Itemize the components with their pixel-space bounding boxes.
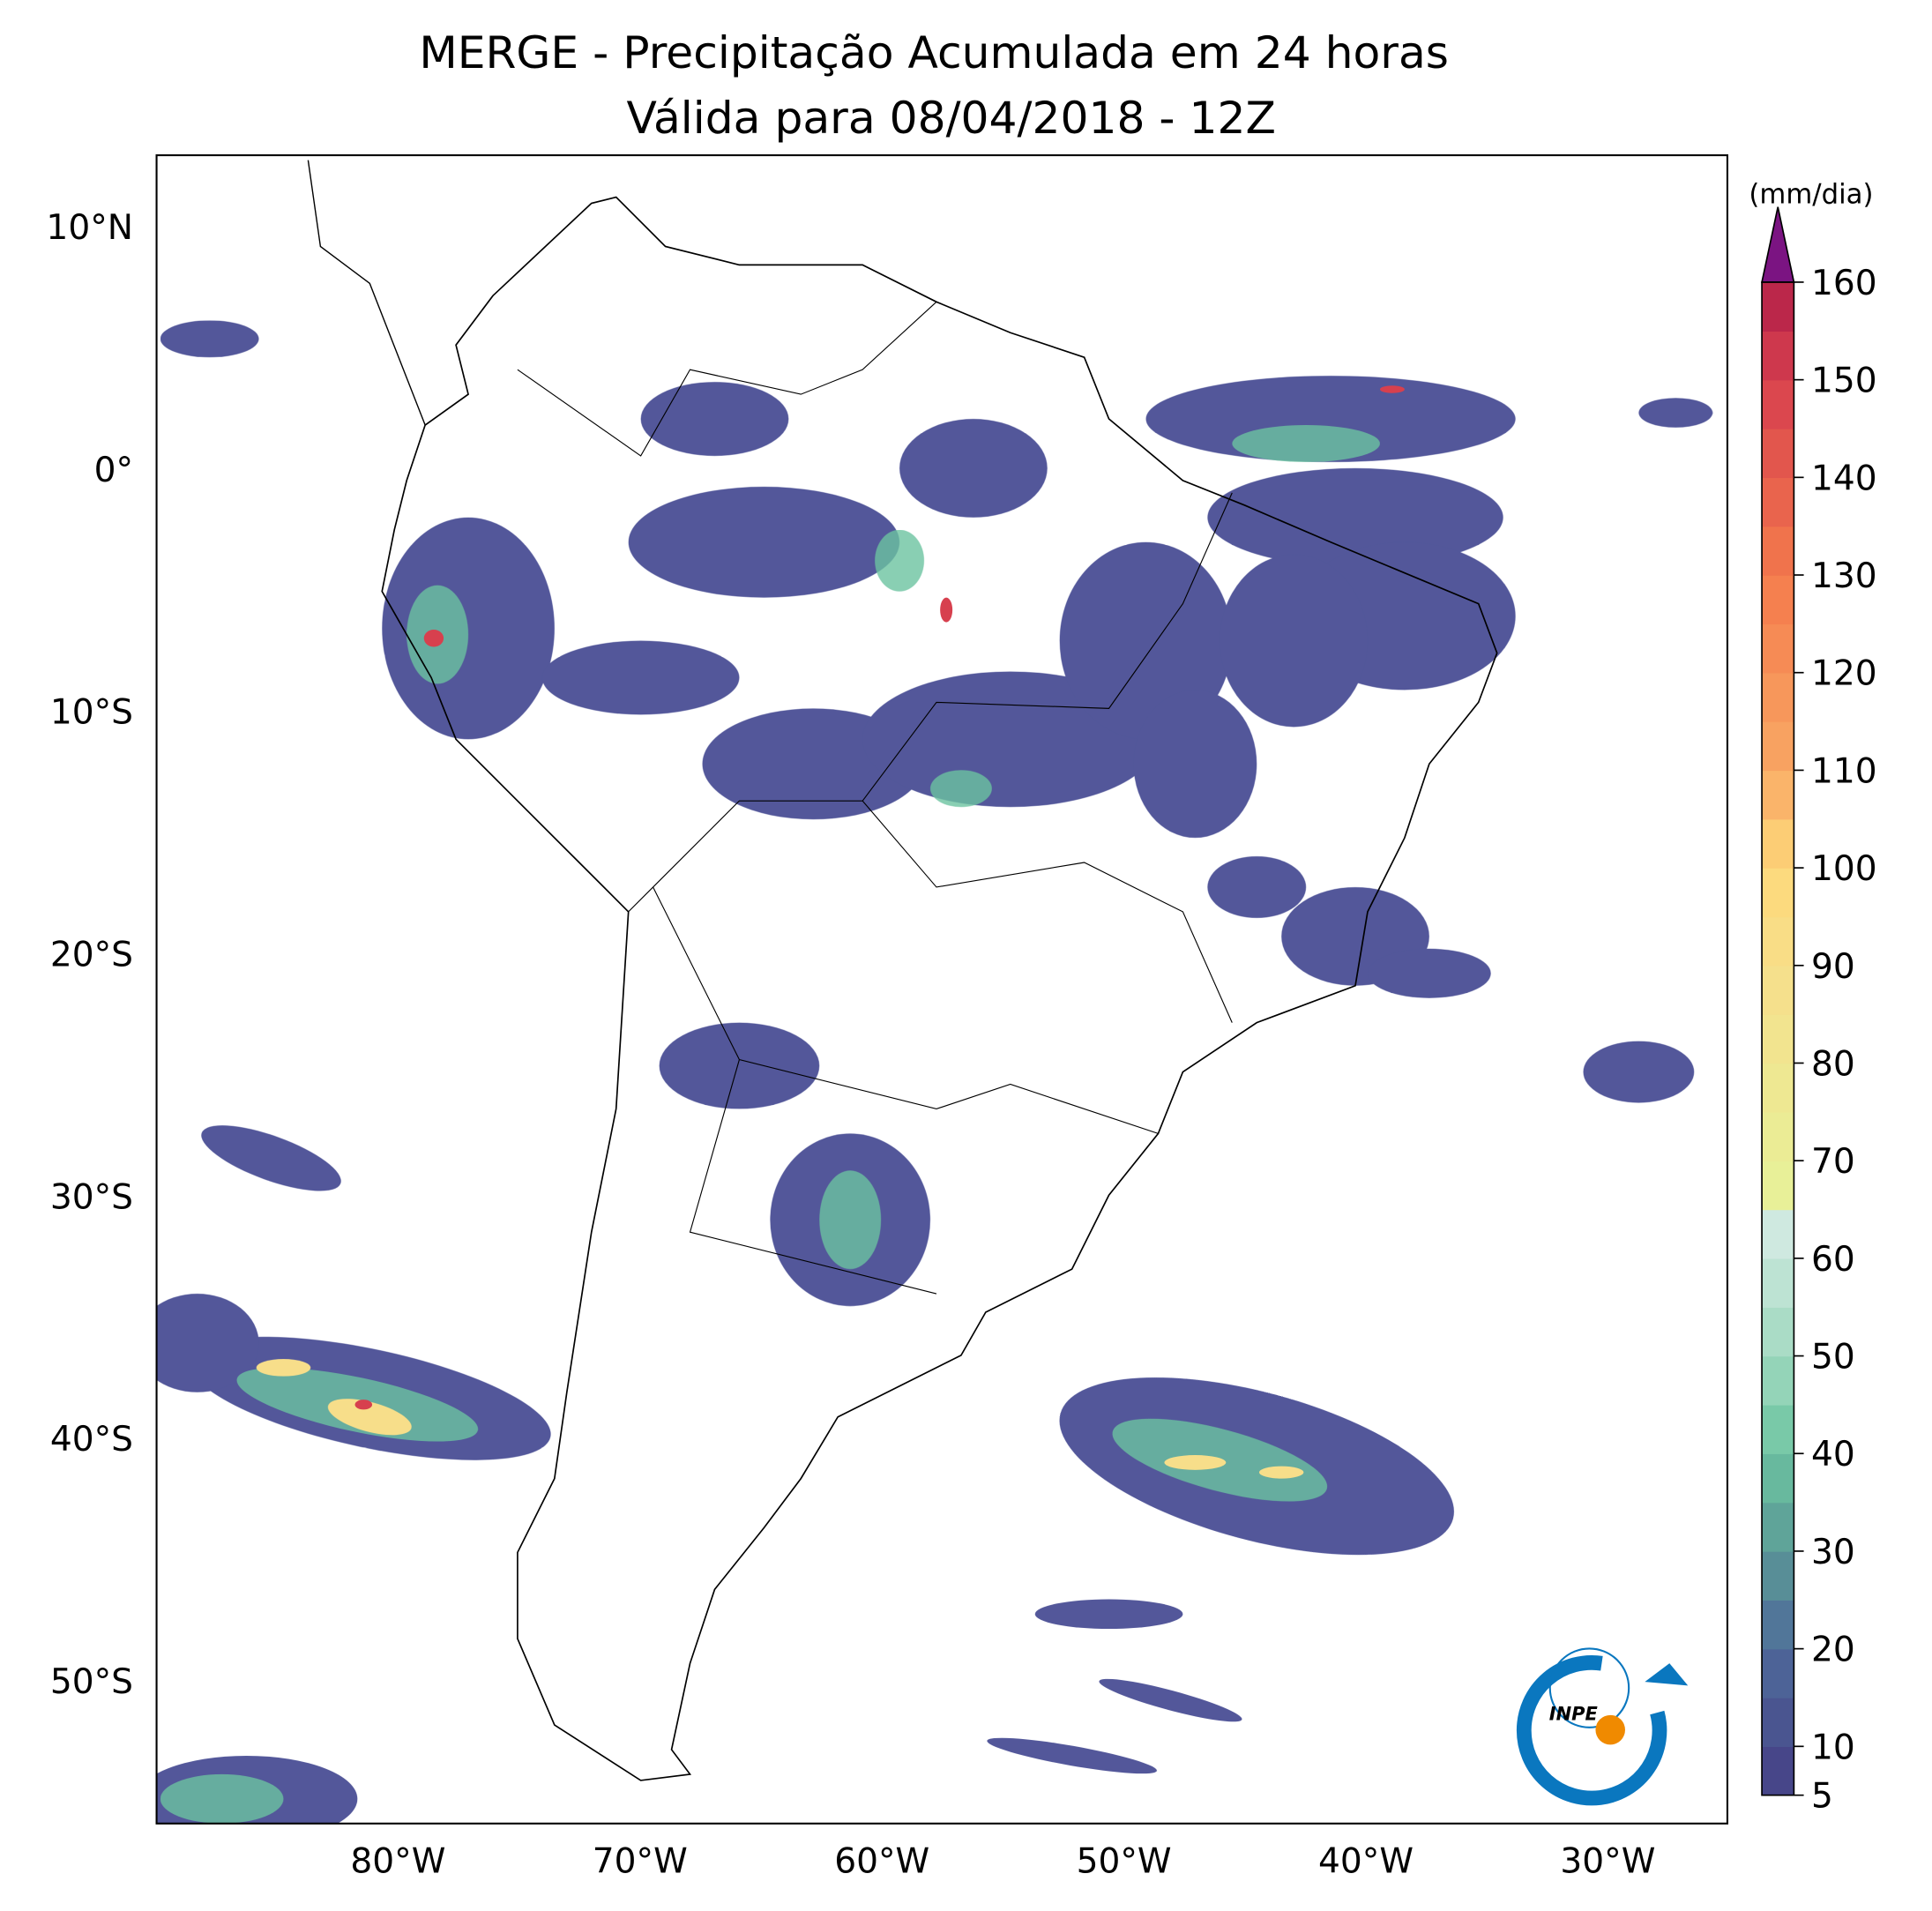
lon-label: 70°W (593, 1842, 688, 1882)
colorbar-band (1762, 965, 1794, 1015)
colorbar-unit: (mm/dia) (1749, 179, 1873, 211)
colorbar-band (1762, 1600, 1794, 1650)
colorbar-tick-label: 30 (1811, 1533, 1855, 1572)
precipitation-field (156, 320, 1713, 1824)
lon-label: 80°W (350, 1842, 445, 1882)
colorbar-band (1762, 575, 1794, 625)
colorbar-band (1762, 1648, 1794, 1698)
colorbar-band (1762, 1550, 1794, 1601)
colorbar-band (1762, 1307, 1794, 1357)
colorbar-tick-label: 50 (1811, 1338, 1855, 1377)
lat-axis: 10°N 0° 10°S 20°S 30°S 40°S 50°S (46, 208, 133, 1702)
colorbar-tick-label: 130 (1811, 556, 1877, 596)
colorbar: (mm/dia) 5 10 20 30 40 50 60 70 80 90 100 110 120 130… (1749, 179, 1876, 1817)
colorbar-band (1762, 1502, 1794, 1552)
lon-label: 50°W (1077, 1842, 1172, 1882)
logo: INPE (1516, 1647, 1689, 1806)
colorbar-band (1762, 331, 1794, 381)
colorbar-band (1762, 1404, 1794, 1454)
colorbar-band (1762, 379, 1794, 429)
colorbar-frame (1761, 281, 1795, 1796)
colorbar-tick-label: 5 (1811, 1777, 1833, 1817)
colorbar-band (1762, 477, 1794, 527)
colorbar-band (1762, 526, 1794, 576)
colorbar-band (1762, 818, 1794, 869)
colorbar-band (1762, 623, 1794, 674)
colorbar-tick-label: 80 (1811, 1044, 1855, 1084)
colorbar-band (1762, 1355, 1794, 1406)
colorbar-band (1762, 1209, 1794, 1259)
colorbar-extension (1761, 206, 1795, 283)
colorbar-tick-label: 150 (1811, 362, 1877, 401)
colorbar-band (1762, 428, 1794, 479)
colorbar-tick-label: 40 (1811, 1435, 1855, 1474)
colorbar-tick-label: 100 (1811, 849, 1877, 889)
lon-axis: 80°W 70°W 60°W 50°W 40°W 30°W (350, 1842, 1655, 1882)
colorbar-band (1762, 916, 1794, 967)
coastline (307, 160, 1498, 1781)
map-frame (155, 153, 1728, 1825)
lon-label: 40°W (1318, 1842, 1414, 1882)
colorbar-band (1762, 281, 1794, 332)
colorbar-tick-label: 110 (1811, 751, 1877, 791)
lat-label: 50°S (50, 1662, 133, 1702)
colorbar-band (1762, 1063, 1794, 1113)
colorbar-band (1762, 1697, 1794, 1748)
lon-label: 60°W (834, 1842, 929, 1882)
lat-label: 30°S (50, 1177, 133, 1217)
colorbar-band (1762, 1161, 1794, 1211)
colorbar-band (1762, 1453, 1794, 1504)
colorbar-tick-label: 60 (1811, 1240, 1855, 1280)
lat-label: 0° (94, 451, 133, 490)
lat-label: 40°S (50, 1420, 133, 1459)
logo-text: INPE (1549, 1703, 1599, 1724)
colorbar-band (1762, 672, 1794, 722)
title-line: MERGE - Precipitação Acumulada em 24 hor… (419, 26, 1449, 78)
colorbar-band (1762, 1111, 1794, 1161)
colorbar-band (1762, 721, 1794, 772)
colorbar-tick-label: 10 (1811, 1728, 1855, 1767)
colorbar-band (1762, 1014, 1794, 1064)
colorbar-band (1762, 770, 1794, 820)
colorbar-tick-label: 140 (1811, 459, 1877, 498)
colorbar-tick-label: 90 (1811, 947, 1855, 987)
colorbar-tick-label: 70 (1811, 1142, 1855, 1182)
colorbar-band (1762, 1746, 1794, 1796)
lat-label: 20°S (50, 936, 133, 975)
colorbar-band (1762, 1258, 1794, 1308)
colorbar-band (1762, 868, 1794, 918)
lat-label: 10°N (46, 208, 133, 248)
lon-label: 30°W (1560, 1842, 1655, 1882)
colorbar-tick-label: 20 (1811, 1631, 1855, 1670)
lat-label: 10°S (50, 693, 133, 733)
title-line: Válida para 08/04/2018 - 12Z (626, 92, 1276, 144)
colorbar-tick-label: 160 (1811, 264, 1877, 303)
colorbar-tick-label: 120 (1811, 654, 1877, 694)
